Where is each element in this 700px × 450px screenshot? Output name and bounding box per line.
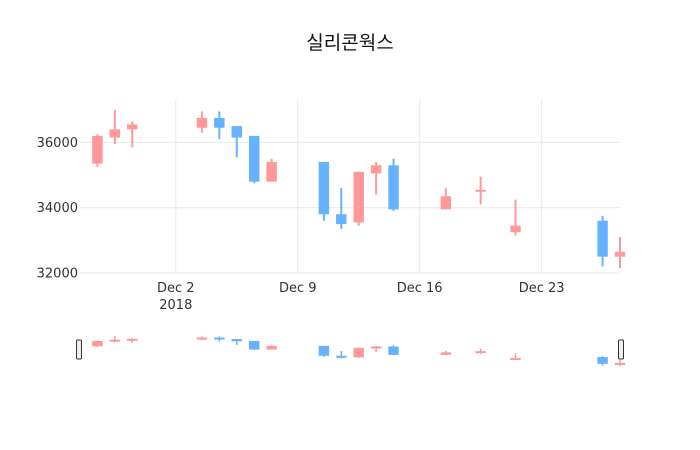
x-tick-label: Dec 2 [157, 281, 195, 296]
rangeslider-candle [109, 336, 121, 343]
candle-body [214, 117, 225, 128]
candle-decreasing [318, 162, 330, 221]
rangeslider-candle [266, 345, 277, 350]
rangeslider-candle [336, 350, 347, 359]
x-tick-label: Dec 23 [519, 281, 565, 296]
candle-increasing [266, 158, 277, 182]
rangeslider-candle [318, 345, 330, 358]
candle-body [336, 214, 347, 225]
candle-increasing [510, 199, 521, 236]
rangeslider-candle-body [196, 337, 208, 340]
rangeslider-candle-body [127, 338, 138, 341]
rangeslider-candle-body [440, 352, 452, 355]
candle-decreasing [231, 126, 242, 158]
rangeslider-candle-body [109, 339, 121, 342]
rangeslider-candle [440, 350, 452, 355]
x-axis: Dec 2 2018 Dec 9 Dec 16 Dec 23 [157, 281, 565, 313]
candle-body [196, 117, 208, 128]
rangeslider-candle [353, 347, 364, 358]
rangeslider-candle-body [92, 340, 103, 347]
candle-body [510, 225, 521, 233]
range-slider[interactable] [76, 336, 626, 366]
candle-body [370, 165, 382, 174]
candle-increasing [440, 188, 452, 210]
range-slider-left-handle[interactable] [76, 339, 82, 360]
rangeslider-candle [597, 356, 608, 366]
range-slider-right-handle[interactable] [618, 339, 624, 360]
candle-body [127, 124, 138, 130]
candle-decreasing [336, 188, 347, 229]
candle-body [318, 162, 330, 215]
candle-decreasing [214, 111, 225, 140]
candle-decreasing [388, 158, 399, 211]
candle-body [597, 220, 608, 257]
rangeslider-candle [248, 340, 260, 350]
rangeslider-candle-body [597, 357, 608, 364]
rangeslider-candle-body [318, 345, 330, 356]
y-tick-label: 32000 [37, 267, 78, 282]
rangeslider-candle-body [266, 345, 277, 350]
rangeslider-candle-body [510, 357, 521, 360]
candle-decreasing [597, 215, 608, 267]
candle-decreasing [248, 135, 260, 184]
rangeslider-candle [196, 336, 208, 341]
y-axis: 32000 34000 36000 [37, 136, 78, 282]
candle-increasing [127, 121, 138, 148]
x-tick-label: Dec 16 [397, 281, 443, 296]
rangeslider-candle-body [388, 346, 399, 355]
chart-title: 실리콘웍스 [306, 32, 393, 54]
candle-increasing [92, 134, 103, 167]
candle-body [266, 162, 277, 182]
rangeslider-candle-body [248, 340, 260, 350]
rangeslider-candle-body [475, 351, 486, 354]
rangeslider-candle [475, 348, 486, 354]
candles [92, 109, 626, 269]
rangeslider-candle [231, 339, 242, 345]
candle-increasing [614, 237, 626, 269]
rangeslider-candle [510, 353, 521, 360]
candle-increasing [370, 162, 382, 195]
rangeslider-candle [92, 340, 103, 347]
rangeslider-candle-body [231, 339, 242, 342]
candle-increasing [475, 176, 486, 205]
candle-body [109, 129, 121, 138]
rangeslider-candle [388, 345, 399, 356]
candle-body [353, 171, 364, 223]
candle-increasing [353, 171, 364, 226]
rangeslider-candle [614, 360, 626, 366]
candle-body [248, 135, 260, 182]
x-tick-sublabel: 2018 [159, 298, 192, 313]
rangeslider-candle-body [336, 355, 347, 358]
candle-body [92, 135, 103, 164]
y-tick-label: 34000 [37, 201, 78, 216]
grid [80, 100, 620, 274]
y-tick-label: 36000 [37, 136, 78, 151]
candle-increasing [196, 111, 208, 133]
rangeslider-candle-body [353, 347, 364, 358]
candle-body [231, 126, 242, 138]
rangeslider-candle-body [370, 346, 382, 349]
candle-body [614, 251, 626, 257]
candle-body [475, 189, 486, 192]
rangeslider-candle-body [214, 337, 225, 340]
candle-increasing [109, 109, 121, 145]
candle-body [388, 165, 399, 210]
rangeslider-candle [127, 338, 138, 344]
rangeslider-candle-body [614, 362, 626, 365]
candle-body [440, 196, 452, 210]
rangeslider-candle [214, 336, 225, 342]
rangeslider-candle [370, 345, 382, 353]
x-tick-label: Dec 9 [279, 281, 317, 296]
